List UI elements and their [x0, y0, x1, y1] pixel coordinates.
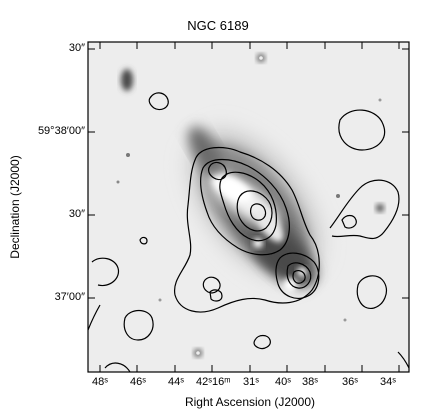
- x-axis-label: Right Ascension (J2000): [184, 395, 316, 409]
- x-tick-label: 46ˢ: [130, 376, 146, 388]
- figure-title: NGC 6189: [187, 18, 249, 33]
- y-tick-label: 59°38′00″: [37, 125, 85, 137]
- x-tick-label: 31ˢ: [243, 376, 259, 388]
- tick-marks: [88, 42, 409, 372]
- x-tick-label: 48ˢ: [92, 376, 108, 388]
- plot-frame: [87, 41, 410, 373]
- x-tick-label: 42ˢ16ᵐ: [196, 376, 231, 388]
- y-tick-label: 30″: [68, 208, 85, 220]
- x-tick-label: 44ˢ: [168, 376, 184, 388]
- radio-contours: [88, 92, 409, 372]
- x-tick-label: 34ˢ: [380, 376, 396, 388]
- y-tick-label: 30″: [68, 42, 85, 54]
- galaxy-image: [116, 54, 384, 357]
- x-tick-label: 38ˢ: [302, 376, 318, 388]
- x-tick-label: 40ˢ: [275, 376, 291, 388]
- y-axis-label: Declination (J2000): [8, 155, 22, 259]
- y-tick-label: 37′00″: [54, 291, 85, 303]
- x-tick-label: 36ˢ: [342, 376, 358, 388]
